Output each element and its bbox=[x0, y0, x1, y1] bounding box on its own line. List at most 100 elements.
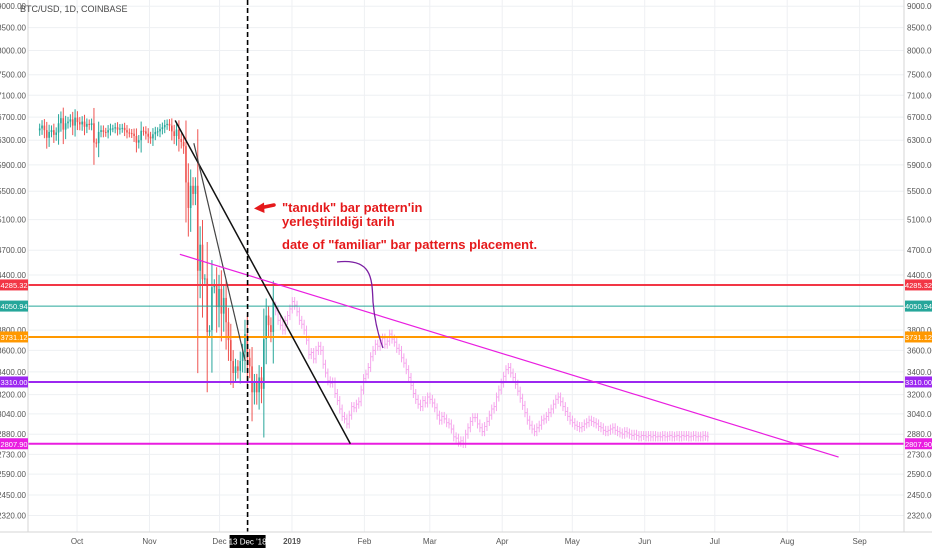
candle-body bbox=[90, 123, 93, 125]
y-tick-left: 2880.00 bbox=[0, 430, 27, 439]
candle-body bbox=[128, 132, 131, 134]
level-label-left-bg bbox=[0, 438, 28, 450]
candle-body bbox=[265, 315, 268, 340]
candle-body bbox=[194, 185, 197, 194]
x-tick: Jul bbox=[710, 537, 720, 546]
y-tick-right: 6300.00 bbox=[907, 136, 932, 145]
x-tick: Apr bbox=[496, 537, 509, 546]
candle-body bbox=[142, 130, 145, 132]
candle-body bbox=[154, 131, 157, 135]
x-tick: Aug bbox=[780, 537, 794, 546]
candle-body bbox=[234, 366, 237, 373]
candle-body bbox=[126, 130, 128, 133]
candle-body bbox=[81, 121, 83, 125]
candle-body bbox=[166, 123, 168, 125]
candle-body bbox=[67, 121, 69, 124]
candle-body bbox=[130, 133, 133, 135]
candle-body bbox=[170, 125, 173, 132]
candle-body bbox=[149, 136, 152, 139]
trendline bbox=[193, 143, 246, 362]
candle-body bbox=[237, 366, 239, 371]
candle-body bbox=[211, 287, 213, 331]
level-label-left-bg bbox=[0, 376, 28, 388]
candle-body bbox=[112, 128, 114, 130]
y-tick-right: 7500.00 bbox=[907, 71, 932, 80]
y-tick-right: 8500.00 bbox=[907, 24, 932, 33]
x-tick: Feb bbox=[357, 537, 371, 546]
y-tick-right: 3200.00 bbox=[907, 391, 932, 400]
candle-body bbox=[180, 139, 183, 142]
candle-body bbox=[48, 131, 50, 138]
candle-body bbox=[152, 134, 154, 139]
candle-body bbox=[159, 129, 161, 132]
candle-body bbox=[121, 127, 124, 129]
candle-body bbox=[272, 301, 275, 333]
candle-body bbox=[55, 132, 58, 135]
candle-body bbox=[192, 185, 194, 194]
candle-body bbox=[225, 297, 227, 323]
y-tick-left: 9000.00 bbox=[0, 2, 27, 11]
level-label-left: 2807.90 bbox=[0, 440, 27, 449]
candle-body bbox=[270, 325, 272, 333]
trendline bbox=[174, 120, 352, 445]
y-tick-right: 5900.00 bbox=[907, 161, 932, 170]
candle-body bbox=[62, 118, 65, 130]
candle-body bbox=[119, 128, 121, 130]
y-tick-left: 7100.00 bbox=[0, 91, 27, 100]
candle-body bbox=[232, 360, 234, 373]
y-tick-left: 5100.00 bbox=[0, 216, 27, 225]
candle-body bbox=[38, 128, 41, 131]
candle-body bbox=[241, 352, 244, 361]
y-tick-right: 2880.00 bbox=[907, 430, 932, 439]
candle-body bbox=[208, 330, 211, 333]
candle-body bbox=[175, 129, 178, 137]
candle-body bbox=[53, 130, 55, 135]
y-tick-left: 8500.00 bbox=[0, 24, 27, 33]
candle-body bbox=[168, 123, 171, 126]
trendlines bbox=[174, 120, 839, 458]
candle-body bbox=[78, 122, 81, 125]
candle-body bbox=[248, 357, 251, 367]
candle-body bbox=[114, 127, 117, 129]
candle-body bbox=[147, 133, 150, 137]
candle-body bbox=[156, 131, 159, 133]
level-label-left: 4285.32 bbox=[0, 281, 27, 290]
date-badge-label: 13 Dec '18 bbox=[229, 538, 268, 547]
x-tick: Mar bbox=[423, 537, 437, 546]
level-label-left: 3731.12 bbox=[0, 333, 27, 342]
candle-body bbox=[133, 133, 135, 137]
candle-body bbox=[244, 334, 246, 353]
candle-body bbox=[204, 278, 206, 280]
candle-body bbox=[88, 123, 91, 125]
y-tick-left: 4400.00 bbox=[0, 271, 27, 280]
candle-body bbox=[239, 360, 242, 371]
candle-body bbox=[267, 315, 270, 326]
candle-body bbox=[83, 121, 86, 127]
x-tick: Oct bbox=[71, 537, 84, 546]
candle-body bbox=[163, 124, 166, 128]
candle-body bbox=[64, 123, 67, 130]
y-tick-left: 6300.00 bbox=[0, 136, 27, 145]
y-tick-right: 2450.00 bbox=[907, 491, 932, 500]
candle-body bbox=[135, 136, 138, 143]
horizontal-levels bbox=[28, 283, 904, 445]
vertical-date-marker: 13 Dec '18 bbox=[229, 0, 268, 548]
y-tick-left: 2320.00 bbox=[0, 511, 27, 520]
annotation-curve bbox=[336, 260, 384, 349]
annotation-english: date of "familiar" bar patterns placemen… bbox=[282, 237, 537, 252]
x-tick: Dec bbox=[212, 537, 226, 546]
candle-body bbox=[50, 130, 53, 132]
level-label-right-bg bbox=[905, 376, 932, 388]
level-labels: 4285.32 4285.32 4050.94 4050.94 3731.12 3731.… bbox=[0, 279, 932, 450]
candle-body bbox=[100, 130, 102, 132]
y-tick-right: 9000.00 bbox=[907, 2, 932, 11]
y-tick-right: 5500.00 bbox=[907, 187, 932, 196]
y-tick-right: 3040.00 bbox=[907, 410, 932, 419]
y-tick-left: 2590.00 bbox=[0, 470, 27, 479]
level-label-right: 2807.90 bbox=[905, 440, 932, 449]
annotation-turkish-line-2: yerleştirildiği tarih bbox=[282, 214, 395, 229]
x-tick: Nov bbox=[142, 537, 156, 546]
level-label-right-bg bbox=[905, 300, 932, 312]
y-tick-right: 4700.00 bbox=[907, 246, 932, 255]
